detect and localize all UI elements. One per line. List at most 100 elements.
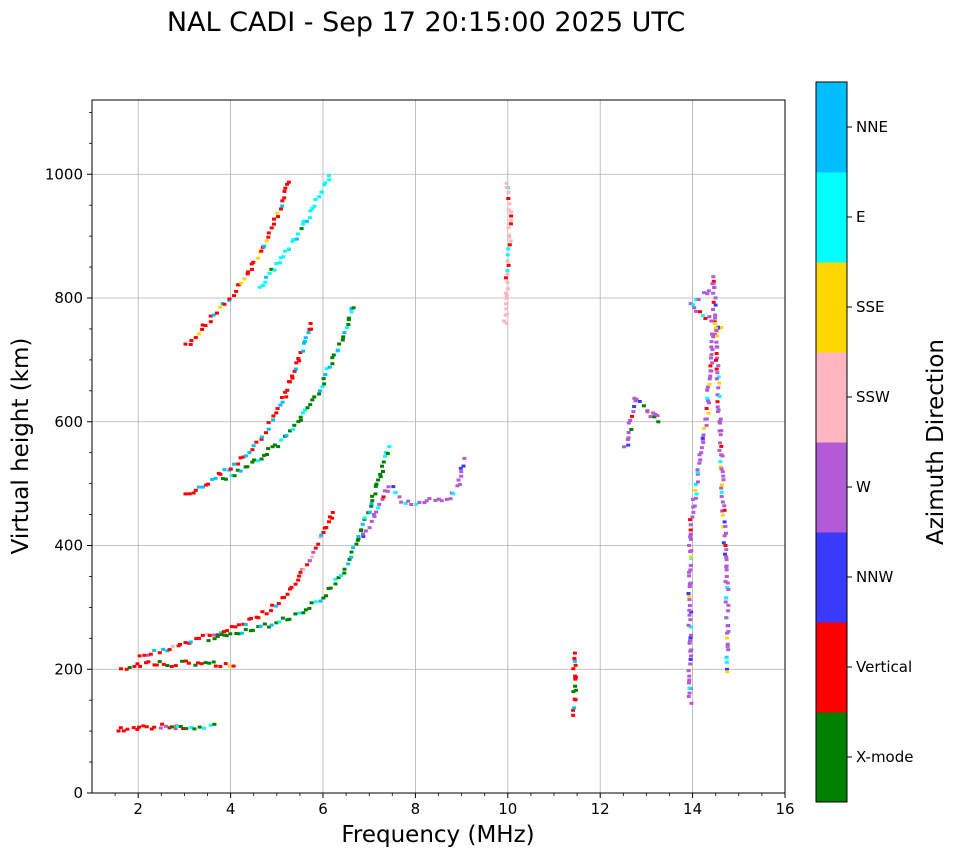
data-point xyxy=(310,555,315,559)
data-point xyxy=(305,406,310,410)
data-point xyxy=(330,362,335,366)
data-point xyxy=(118,726,123,730)
data-point xyxy=(506,263,511,267)
data-point xyxy=(296,357,301,360)
data-point xyxy=(256,616,261,620)
data-point xyxy=(169,665,174,668)
data-point xyxy=(716,408,721,412)
data-point xyxy=(146,660,151,664)
data-point xyxy=(622,445,627,449)
data-point xyxy=(688,518,693,522)
data-point xyxy=(307,559,312,563)
data-point xyxy=(267,271,272,275)
data-point xyxy=(142,653,147,657)
data-point xyxy=(221,630,226,634)
data-point xyxy=(279,438,284,442)
data-point xyxy=(304,219,309,223)
data-point xyxy=(258,624,263,628)
data-point xyxy=(503,302,508,306)
data-point xyxy=(451,492,456,496)
data-point xyxy=(655,414,660,417)
data-point xyxy=(391,485,396,489)
data-point xyxy=(634,397,639,401)
data-point xyxy=(349,550,354,554)
data-point xyxy=(427,497,432,500)
data-point xyxy=(205,632,210,636)
data-point xyxy=(274,621,279,625)
data-point xyxy=(283,186,288,190)
data-point xyxy=(241,455,246,459)
data-point xyxy=(336,576,341,580)
data-point xyxy=(243,623,248,627)
data-point xyxy=(725,581,730,585)
data-point xyxy=(203,324,208,327)
data-point xyxy=(707,401,711,405)
data-point xyxy=(687,604,692,607)
data-point xyxy=(571,708,576,712)
data-point xyxy=(220,477,225,481)
data-point xyxy=(706,289,711,293)
data-point xyxy=(196,485,201,489)
data-point xyxy=(711,275,716,279)
data-point xyxy=(183,342,188,346)
data-point xyxy=(152,663,157,667)
data-point xyxy=(688,581,693,585)
data-point xyxy=(711,308,715,311)
data-point xyxy=(236,623,241,627)
data-point xyxy=(508,218,513,222)
data-point xyxy=(367,510,372,514)
data-point xyxy=(380,464,384,468)
data-point xyxy=(282,595,287,599)
data-point xyxy=(458,466,463,470)
data-point xyxy=(383,454,387,458)
data-point xyxy=(381,470,385,473)
x-tick-label: 4 xyxy=(226,800,236,818)
data-point xyxy=(303,608,308,612)
data-point xyxy=(369,504,374,508)
data-point xyxy=(688,657,693,661)
data-points xyxy=(116,174,731,733)
data-point xyxy=(701,426,706,430)
data-point xyxy=(335,348,340,352)
data-point xyxy=(711,335,716,339)
data-point xyxy=(361,532,365,536)
data-point xyxy=(690,515,695,519)
data-point xyxy=(689,701,694,705)
data-point xyxy=(236,283,241,287)
data-point xyxy=(459,474,464,478)
data-point xyxy=(720,500,725,504)
data-point xyxy=(355,538,360,542)
data-point xyxy=(697,453,702,457)
data-point xyxy=(507,243,512,247)
data-point xyxy=(275,211,280,215)
data-point xyxy=(346,316,351,320)
data-point xyxy=(686,669,691,673)
data-point xyxy=(573,677,578,681)
data-point xyxy=(692,504,697,508)
data-point xyxy=(135,727,140,731)
data-point xyxy=(303,336,308,340)
data-point xyxy=(178,725,183,728)
data-point xyxy=(573,663,578,667)
data-point xyxy=(349,555,354,559)
data-point xyxy=(173,727,178,731)
data-point xyxy=(719,326,724,329)
data-point xyxy=(222,468,227,472)
data-point xyxy=(197,725,202,729)
data-point xyxy=(250,628,255,632)
data-point xyxy=(724,558,729,562)
data-point xyxy=(286,380,291,384)
data-point xyxy=(333,582,338,586)
data-point xyxy=(256,625,261,629)
data-point xyxy=(283,390,288,394)
data-point xyxy=(688,535,693,539)
data-point xyxy=(711,279,716,283)
data-point xyxy=(257,285,262,289)
data-point xyxy=(322,183,327,187)
data-point xyxy=(723,524,728,528)
data-point xyxy=(705,385,710,389)
data-point xyxy=(137,725,141,729)
data-point xyxy=(161,647,166,651)
data-point xyxy=(256,256,261,260)
data-point xyxy=(309,601,314,605)
